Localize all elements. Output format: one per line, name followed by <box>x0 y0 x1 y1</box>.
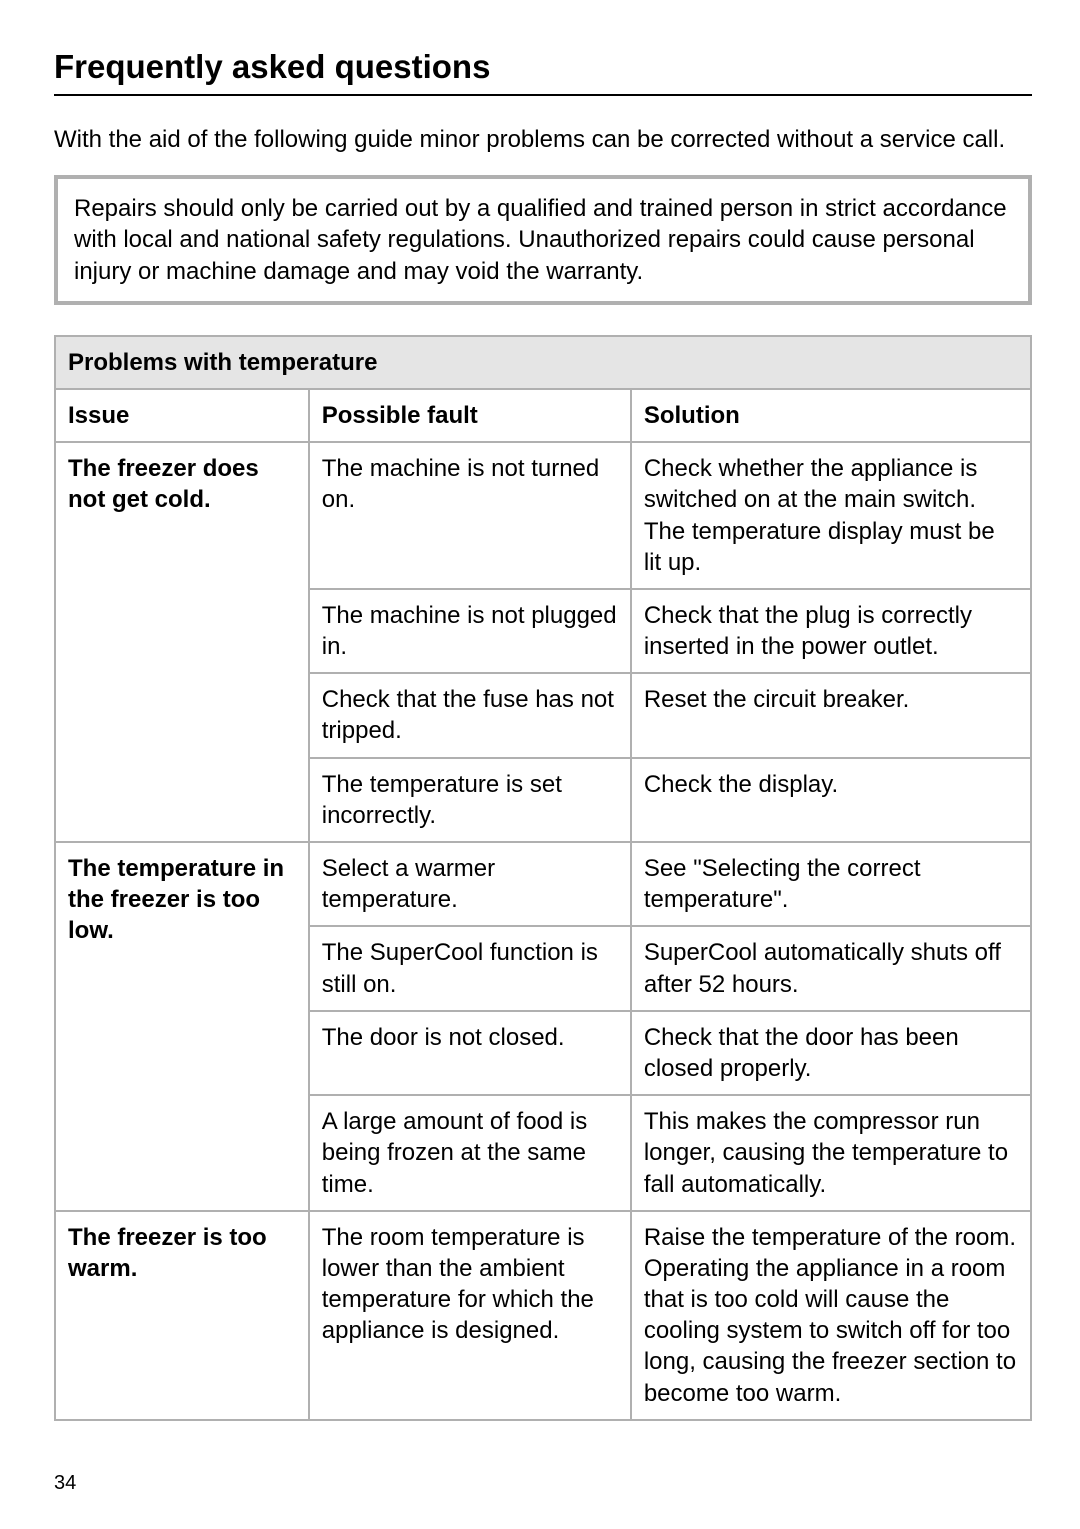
cell-issue: The temperature in the freezer is too lo… <box>55 842 309 1211</box>
cell-solution: Check that the plug is correctly inserte… <box>631 589 1031 673</box>
cell-fault: The door is not closed. <box>309 1011 631 1095</box>
safety-notice: Repairs should only be carried out by a … <box>54 175 1032 305</box>
column-header-issue: Issue <box>55 389 309 442</box>
cell-solution: This makes the compressor run longer, ca… <box>631 1095 1031 1211</box>
section-header: Problems with temperature <box>55 336 1031 389</box>
faq-table: Problems with temperature Issue Possible… <box>54 335 1032 1421</box>
table-row: The freezer is too warm. The room temper… <box>55 1211 1031 1420</box>
cell-fault: Check that the fuse has not tripped. <box>309 673 631 757</box>
cell-fault: The temperature is set incorrectly. <box>309 758 631 842</box>
cell-fault: The machine is not turned on. <box>309 442 631 589</box>
cell-solution: Check whether the appliance is switched … <box>631 442 1031 589</box>
page: Frequently asked questions With the aid … <box>0 0 1080 1529</box>
intro-paragraph: With the aid of the following guide mino… <box>54 124 1032 155</box>
cell-fault: A large amount of food is being frozen a… <box>309 1095 631 1211</box>
cell-fault: The SuperCool function is still on. <box>309 926 631 1010</box>
column-header-fault: Possible fault <box>309 389 631 442</box>
cell-fault: Select a warmer temperature. <box>309 842 631 926</box>
table-header-row: Issue Possible fault Solution <box>55 389 1031 442</box>
cell-solution: Reset the circuit breaker. <box>631 673 1031 757</box>
table-row: The freezer does not get cold. The machi… <box>55 442 1031 589</box>
page-title: Frequently asked questions <box>54 48 1032 86</box>
cell-solution: Raise the temperature of the room. Opera… <box>631 1211 1031 1420</box>
cell-issue: The freezer is too warm. <box>55 1211 309 1420</box>
table-section-row: Problems with temperature <box>55 336 1031 389</box>
column-header-solution: Solution <box>631 389 1031 442</box>
cell-issue: The freezer does not get cold. <box>55 442 309 842</box>
cell-solution: Check the display. <box>631 758 1031 842</box>
cell-fault: The machine is not plugged in. <box>309 589 631 673</box>
cell-solution: See "Selecting the correct temperature". <box>631 842 1031 926</box>
title-rule <box>54 94 1032 96</box>
cell-solution: Check that the door has been closed prop… <box>631 1011 1031 1095</box>
table-row: The temperature in the freezer is too lo… <box>55 842 1031 926</box>
cell-fault: The room temperature is lower than the a… <box>309 1211 631 1420</box>
cell-solution: SuperCool automatically shuts off after … <box>631 926 1031 1010</box>
page-number: 34 <box>54 1472 76 1495</box>
